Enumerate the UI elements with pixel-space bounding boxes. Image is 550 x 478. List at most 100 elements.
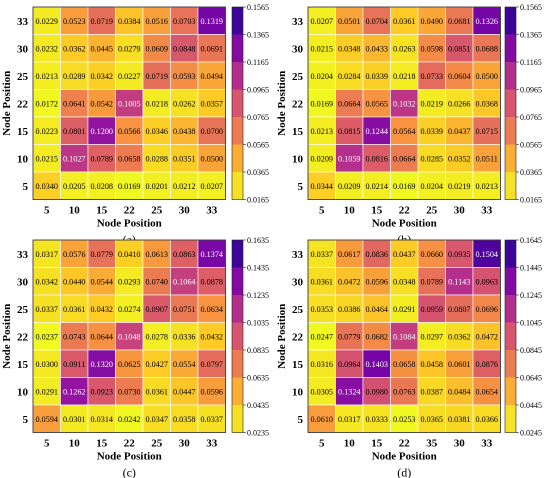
colorbar-tick-label: 0.0445	[520, 401, 542, 410]
heatmap-cell	[362, 267, 391, 296]
cell-value-label: 0.0438	[173, 127, 196, 136]
cell-value-label: 0.0789	[90, 154, 113, 163]
cell-value-label: 0.0523	[63, 17, 86, 26]
heatmap-cell	[115, 294, 144, 323]
cell-value-label: 0.0358	[173, 415, 196, 424]
heatmap-cell	[335, 89, 364, 118]
cell-value-label: 0.0214	[365, 182, 388, 191]
cell-value-label: 0.0576	[63, 250, 86, 259]
y-tick-label: 33	[17, 249, 29, 261]
cell-value-label: 0.0658	[118, 154, 141, 163]
heatmap-cell	[142, 34, 171, 63]
cell-value-label: 0.0337	[35, 305, 58, 314]
cell-value-label: 0.0172	[35, 99, 58, 108]
cell-value-label: 0.0215	[35, 154, 58, 163]
heatmap-cell	[445, 349, 474, 378]
cell-value-label: 0.0285	[420, 154, 443, 163]
cell-value-label: 0.0445	[90, 44, 113, 53]
cell-value-label: 0.0333	[365, 415, 388, 424]
y-tick-label: 10	[292, 153, 304, 165]
cell-value-label: 0.0223	[35, 127, 58, 136]
cell-value-label: 0.0314	[90, 415, 113, 424]
heatmap-cell	[32, 404, 61, 433]
heatmap-cell	[142, 349, 171, 378]
heatmap-cell	[170, 377, 199, 406]
heatmap-cell	[170, 404, 199, 433]
cell-value-label: 0.0366	[475, 415, 498, 424]
heatmap-cell	[142, 144, 171, 173]
colorbar-segment	[505, 295, 516, 323]
cell-value-label: 0.0284	[338, 72, 361, 81]
colorbar-segment	[232, 295, 243, 323]
heatmap-cell	[87, 322, 116, 351]
cell-value-label: 0.0598	[420, 44, 443, 53]
y-tick-label: 10	[292, 386, 304, 398]
y-tick-label: 5	[23, 414, 29, 426]
colorbar-frame	[504, 239, 517, 433]
cell-value-label: 0.0964	[338, 360, 361, 369]
cell-value-label: 0.0347	[145, 415, 168, 424]
cell-value-label: 0.0644	[90, 332, 113, 341]
cell-value-label: 0.0361	[63, 305, 86, 314]
heatmap-cell	[445, 322, 474, 351]
y-tick-label: 33	[17, 16, 29, 28]
x-tick-label: 25	[151, 438, 163, 450]
cell-value-label: 0.0381	[448, 415, 471, 424]
cell-value-label: 0.0344	[310, 182, 333, 191]
cell-value-label: 0.0340	[35, 182, 58, 191]
cell-value-label: 0.0763	[393, 387, 416, 396]
cell-value-label: 0.0565	[365, 99, 388, 108]
colorbar-segment	[232, 117, 243, 145]
cell-value-label: 0.0464	[365, 305, 388, 314]
heatmap-cell	[170, 171, 199, 200]
cell-value-label: 0.0472	[475, 332, 498, 341]
cell-value-label: 0.0218	[393, 72, 416, 81]
heatmap-cell	[197, 89, 226, 118]
cell-value-label: 0.0923	[90, 387, 113, 396]
cell-value-label: 0.0207	[200, 182, 223, 191]
cell-value-label: 0.0696	[475, 305, 498, 314]
cell-value-label: 0.0658	[393, 360, 416, 369]
colorbar-segment	[505, 172, 516, 200]
heatmap-cell	[417, 144, 446, 173]
colorbar-segment	[232, 172, 243, 200]
colorbar-frame	[504, 6, 517, 200]
cell-value-label: 0.0740	[145, 277, 168, 286]
grid-frame	[307, 239, 501, 433]
cell-value-label: 0.0654	[475, 387, 498, 396]
heatmap-cell	[87, 34, 116, 63]
cell-value-label: 0.0352	[448, 154, 471, 163]
heatmap-cell	[197, 171, 226, 200]
heatmap-cell	[362, 89, 391, 118]
cell-value-label: 0.0201	[145, 182, 168, 191]
heatmap-cell	[390, 116, 419, 145]
cell-value-label: 0.0625	[118, 360, 141, 369]
cell-value-label: 0.1326	[475, 17, 498, 26]
panel-label: (d)	[397, 466, 411, 478]
cell-value-label: 0.0339	[365, 72, 388, 81]
cell-value-label: 0.0301	[63, 415, 86, 424]
x-tick-label: 25	[151, 205, 163, 217]
heatmap-cell	[472, 267, 501, 296]
heatmap-cell	[445, 171, 474, 200]
cell-value-label: 0.0215	[310, 44, 333, 53]
cell-value-label: 0.0362	[63, 44, 86, 53]
cell-value-label: 0.0447	[173, 387, 196, 396]
colorbar-tick-label: 0.1445	[520, 264, 542, 273]
cell-value-label: 0.1244	[365, 127, 388, 136]
colorbar-tick-label: 0.1235	[247, 291, 269, 300]
x-tick-label: 30	[454, 438, 466, 450]
cell-value-label: 0.0361	[145, 387, 168, 396]
colorbar-segment	[505, 322, 516, 351]
y-axis-label: Node Position	[1, 304, 13, 369]
heatmap-cell	[472, 34, 501, 63]
heatmap-cell	[390, 349, 419, 378]
grid-frame	[32, 6, 226, 200]
x-tick-label: 15	[96, 205, 108, 217]
cell-value-label: 0.0516	[145, 17, 168, 26]
heatmap-cell	[362, 116, 391, 145]
heatmap-cell	[60, 89, 89, 118]
cell-value-label: 0.1320	[90, 360, 113, 369]
cell-value-label: 0.0440	[63, 277, 86, 286]
colorbar-frame	[231, 6, 244, 200]
